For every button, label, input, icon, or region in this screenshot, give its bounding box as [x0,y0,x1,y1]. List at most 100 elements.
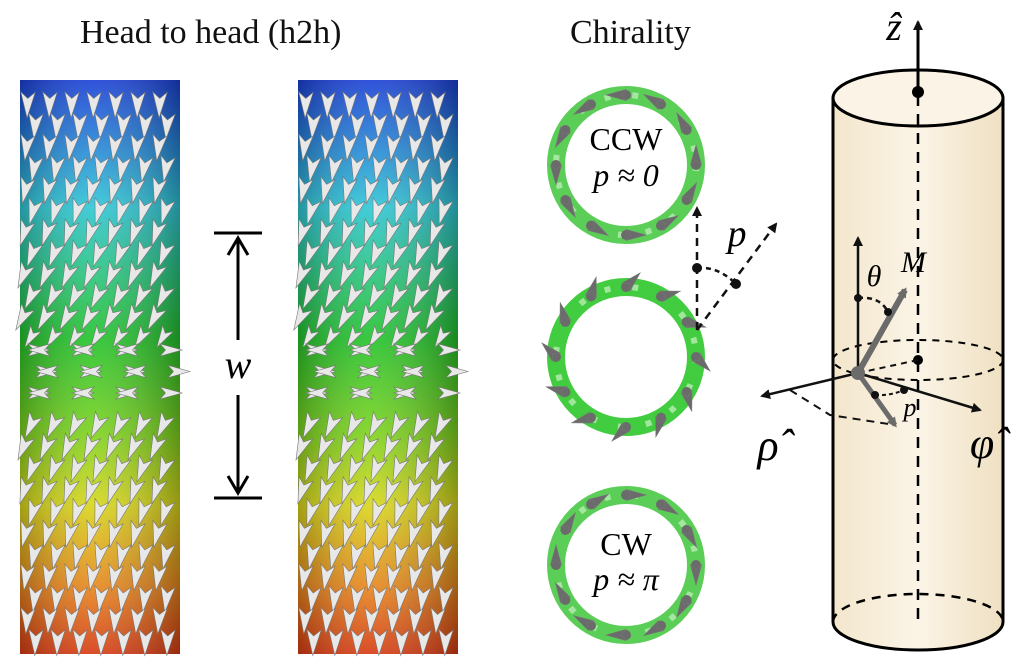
spin-arrow [390,410,410,440]
spin-arrow [85,217,102,247]
ring-spin-arrow [559,511,576,534]
spin-arrow [116,196,132,226]
spin-arrow [356,364,381,379]
spin-arrow [408,90,424,120]
spin-arrow [306,584,322,614]
spin-arrow [306,154,322,184]
spin-arrow [438,111,454,141]
spin-arrow [337,302,358,331]
spin-arrow [108,519,124,549]
spin-arrow [416,154,432,184]
ring-spin-dot [681,195,692,205]
spin-arrow [427,260,446,289]
ring-spin-dot [656,99,666,110]
ccw-ring: CCW p ≈ 0 [547,86,705,244]
spin-arrow [72,154,88,184]
spin-arrow [34,364,59,379]
spin-arrow [430,562,446,592]
spin-arrow [149,432,168,462]
spin-arrow [350,111,366,141]
spin-arrow [328,111,344,141]
spin-arrow [320,90,336,120]
spin-arrow [412,281,432,310]
spin-arrow [68,410,88,440]
spin-arrows-right [293,90,470,657]
spin-arrow [108,133,124,162]
head-to-head-title: Head to head (h2h) [80,14,342,51]
spin-arrow [372,541,388,571]
spin-arrow [134,281,154,310]
spin-arrow [136,238,154,268]
spin-arrow [114,238,132,268]
spin-arrow [370,453,388,483]
ring-spin-arrow [554,581,572,604]
spin-arrow [394,111,410,141]
spin-arrow [342,133,358,162]
spin-arrow [24,410,44,440]
spin-arrow [50,584,66,614]
ring-spin-arrow [572,615,595,632]
spin-arrow [342,175,358,205]
ccw-label: CCW [590,121,664,157]
spin-arrow [320,519,336,549]
spin-arrow [50,154,66,184]
spin-arrow [304,343,329,357]
ring-spin-arrow [680,181,698,204]
spin-arrow [427,432,446,462]
spin-arrow [112,324,131,349]
spin-arrow [350,584,366,614]
spin-arrow [15,302,36,331]
ring-spin-dot [551,352,561,362]
spin-arrow [342,606,358,636]
spin-arrow [90,324,109,349]
spin-arrow [42,175,58,205]
spin-arrow [429,475,446,505]
spin-arrow [408,562,424,592]
ring-spin-arrow [572,98,595,115]
ring-spin-dot [586,99,596,110]
spin-arrow [107,217,124,247]
spin-arrow [405,260,424,289]
spin-arrow [304,453,322,483]
spin-arrow [86,133,102,162]
spin-arrow [72,497,88,527]
spin-arrow [372,111,388,141]
spin-arrow [394,584,410,614]
spin-arrow [70,343,95,357]
spin-arrow [386,90,402,120]
spin-arrow [350,497,366,527]
spin-arrow [108,606,124,636]
spin-arrow [152,519,168,549]
spin-arrow [28,196,44,226]
spin-arrow [158,453,176,483]
spin-arrow [19,475,36,505]
spin-arrow [116,584,132,614]
spin-arrow [320,175,336,205]
spin-arrow [341,475,358,505]
spin-arrow [42,562,58,592]
ring-spin-dot [560,525,571,535]
spin-arrow [70,238,88,268]
spin-arrow [361,432,380,462]
spin-arrow [363,475,380,505]
spin-arrow [430,133,446,162]
spin-arrow [17,432,36,462]
spin-arrow [20,562,36,592]
spin-arrow [370,238,388,268]
spin-arrow [385,217,402,247]
spin-arrow [20,519,36,549]
spin-arrow [152,562,168,592]
spin-arrow [138,111,154,141]
spin-arrow [85,475,102,505]
spin-arrow [348,386,373,400]
domain-wall-tube-right [293,80,470,657]
spin-arrow [359,302,380,331]
spin-arrow [368,324,387,349]
spin-arrow [138,497,154,527]
cw-label: CW [600,526,652,562]
width-label: w [225,342,252,387]
spin-arrow [70,386,95,400]
spin-arrow [160,497,176,527]
spin-arrow [394,154,410,184]
ring-spin-arrow [689,143,703,166]
